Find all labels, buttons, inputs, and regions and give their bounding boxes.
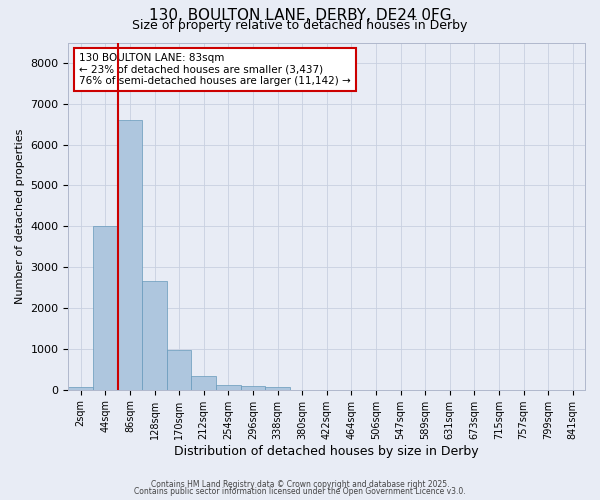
Bar	[118, 120, 142, 390]
Text: Contains HM Land Registry data © Crown copyright and database right 2025.: Contains HM Land Registry data © Crown c…	[151, 480, 449, 489]
Text: Contains public sector information licensed under the Open Government Licence v3: Contains public sector information licen…	[134, 487, 466, 496]
Text: 130, BOULTON LANE, DERBY, DE24 0FG: 130, BOULTON LANE, DERBY, DE24 0FG	[149, 8, 451, 22]
Bar	[167, 350, 191, 390]
Bar	[216, 385, 241, 390]
Bar	[265, 388, 290, 390]
Bar	[142, 282, 167, 390]
X-axis label: Distribution of detached houses by size in Derby: Distribution of detached houses by size …	[175, 444, 479, 458]
Bar	[191, 376, 216, 390]
Text: Size of property relative to detached houses in Derby: Size of property relative to detached ho…	[133, 19, 467, 32]
Bar	[93, 226, 118, 390]
Y-axis label: Number of detached properties: Number of detached properties	[15, 128, 25, 304]
Bar	[241, 386, 265, 390]
Bar	[68, 388, 93, 390]
Text: 130 BOULTON LANE: 83sqm
← 23% of detached houses are smaller (3,437)
76% of semi: 130 BOULTON LANE: 83sqm ← 23% of detache…	[79, 53, 350, 86]
